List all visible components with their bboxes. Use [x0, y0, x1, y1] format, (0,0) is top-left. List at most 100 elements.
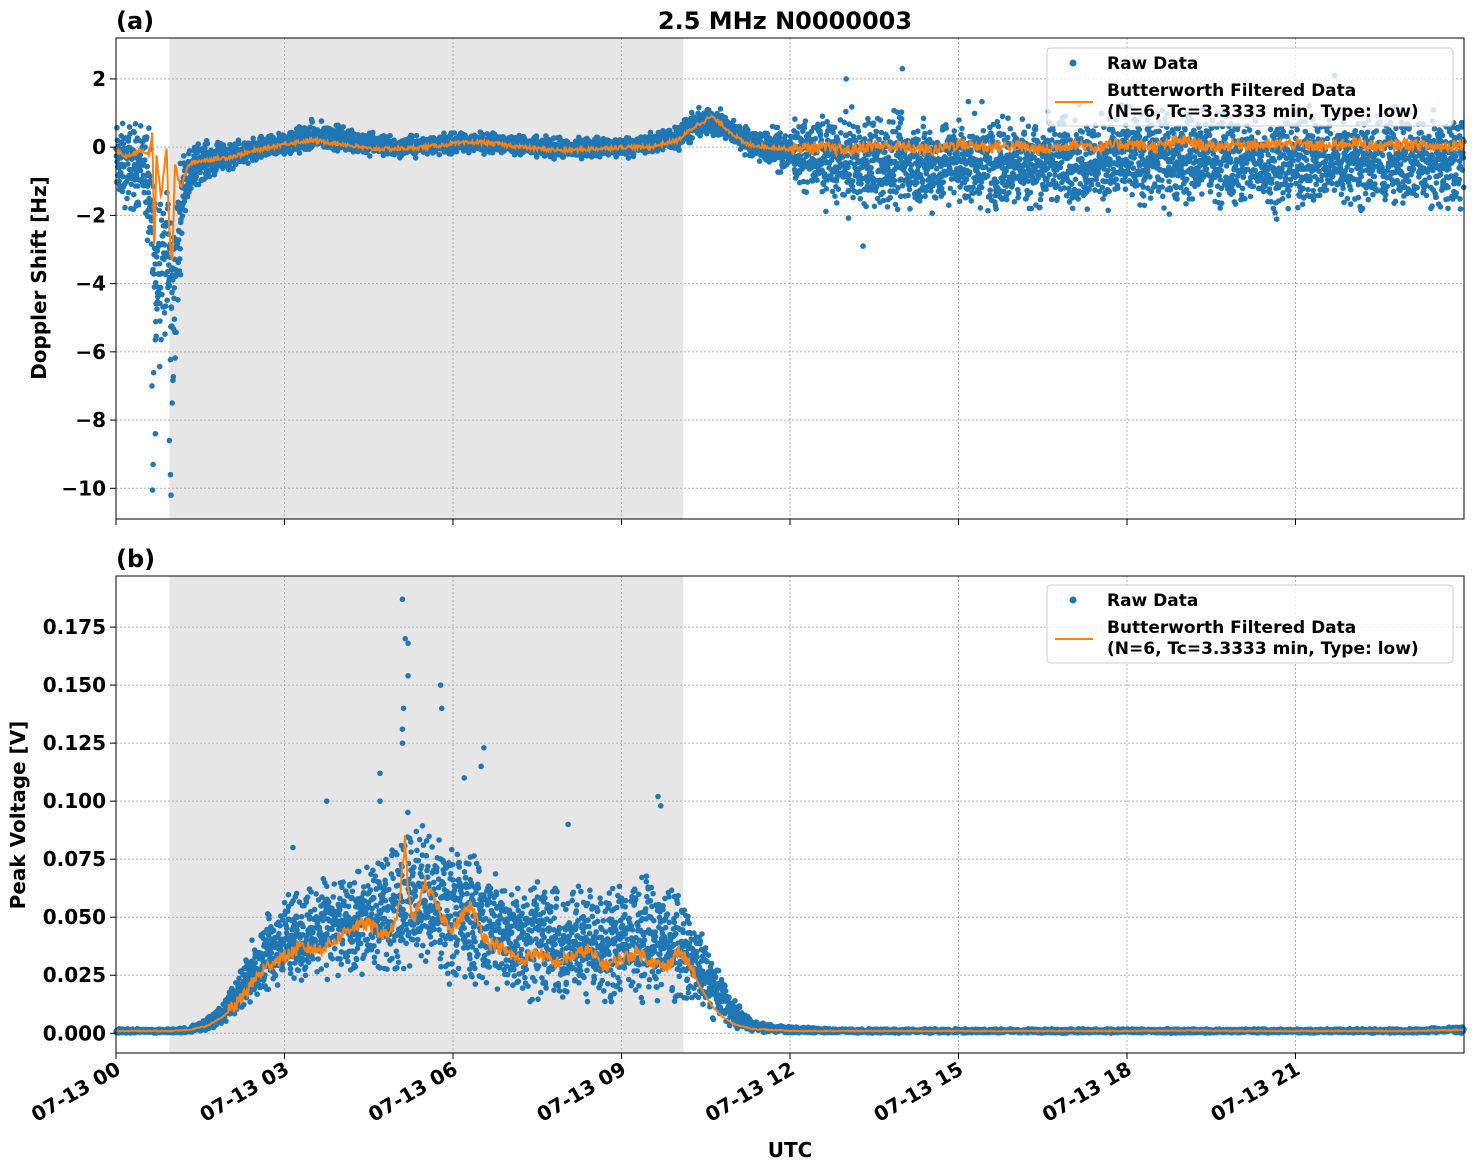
raw-data-point: [340, 124, 346, 130]
raw-data-point: [941, 190, 947, 196]
raw-data-point: [172, 285, 178, 291]
raw-data-point: [178, 272, 184, 278]
raw-data-point: [1168, 187, 1174, 193]
raw-data-point: [1224, 163, 1230, 169]
raw-data-point: [205, 141, 211, 147]
raw-data-point: [956, 117, 962, 123]
raw-data-point: [154, 254, 160, 260]
raw-data-point: [1077, 149, 1083, 155]
raw-data-point: [878, 117, 884, 123]
raw-data-point: [1106, 189, 1112, 195]
raw-data-point: [985, 173, 991, 179]
raw-data-point: [1058, 165, 1064, 171]
raw-data-point: [850, 195, 856, 201]
raw-data-point: [1184, 177, 1190, 183]
raw-data-point: [1033, 127, 1039, 133]
raw-data-point: [846, 215, 852, 221]
raw-data-point: [120, 121, 126, 127]
raw-data-point: [830, 189, 836, 195]
raw-data-point: [1230, 128, 1236, 134]
raw-data-point: [1156, 129, 1162, 135]
raw-data-point: [757, 158, 763, 164]
raw-data-point: [135, 183, 141, 189]
raw-data-point: [131, 130, 137, 136]
raw-data-point: [164, 297, 170, 303]
raw-data-point: [1161, 205, 1167, 211]
raw-data-point: [144, 134, 150, 140]
raw-data-point: [804, 189, 810, 195]
raw-data-point: [131, 192, 137, 198]
raw-data-point: [1208, 189, 1214, 195]
raw-data-point: [1219, 200, 1225, 206]
raw-data-point: [245, 160, 251, 166]
raw-data-point: [1183, 201, 1189, 207]
raw-data-point: [188, 186, 194, 192]
raw-data-point: [1022, 131, 1028, 137]
raw-data-point: [1110, 129, 1116, 135]
raw-data-point: [1123, 186, 1129, 192]
raw-data-point: [158, 337, 164, 343]
raw-data-point: [138, 123, 144, 129]
raw-data-point: [181, 153, 187, 159]
raw-data-point: [921, 116, 927, 122]
raw-data-point: [158, 285, 164, 291]
raw-data-point: [943, 125, 949, 131]
raw-data-point: [946, 202, 952, 208]
raw-data-point: [891, 173, 897, 179]
raw-data-point: [1016, 191, 1022, 197]
raw-data-point: [871, 120, 877, 126]
raw-data-point: [978, 205, 984, 211]
raw-data-point: [1230, 173, 1236, 179]
raw-data-point: [387, 133, 393, 139]
raw-data-point: [197, 170, 203, 176]
raw-data-point: [858, 196, 864, 202]
raw-data-point: [1128, 160, 1134, 166]
raw-data-point: [933, 195, 939, 201]
raw-data-point: [414, 133, 420, 139]
raw-data-point: [783, 133, 789, 139]
raw-data-point: [987, 193, 993, 199]
raw-data-point: [899, 109, 905, 115]
raw-data-point: [885, 134, 891, 140]
raw-data-point: [175, 297, 181, 303]
raw-data-point: [1199, 191, 1205, 197]
raw-data-point: [951, 190, 957, 196]
raw-data-point: [887, 195, 893, 201]
raw-data-point: [370, 130, 376, 136]
raw-data-point: [968, 149, 974, 155]
raw-data-point: [180, 213, 186, 219]
raw-data-point: [163, 303, 169, 309]
raw-data-point: [1159, 178, 1165, 184]
raw-data-point: [1035, 175, 1041, 181]
raw-data-point: [1218, 168, 1224, 174]
raw-data-point: [876, 137, 882, 143]
raw-data-point: [1147, 174, 1153, 180]
raw-data-point: [1005, 135, 1011, 141]
raw-data-point: [1052, 132, 1058, 138]
raw-data-point: [153, 333, 159, 339]
raw-data-point: [803, 118, 809, 124]
raw-data-point: [1100, 185, 1106, 191]
raw-data-point: [151, 370, 157, 376]
raw-data-point: [990, 134, 996, 140]
raw-data-point: [905, 193, 911, 199]
raw-data-point: [1141, 193, 1147, 199]
raw-data-point: [1037, 205, 1043, 211]
raw-data-point: [1145, 168, 1151, 174]
raw-data-point: [648, 130, 654, 136]
raw-data-point: [196, 141, 202, 147]
raw-data-point: [838, 130, 844, 136]
raw-data-point: [1047, 172, 1053, 178]
raw-data-point: [169, 305, 175, 311]
raw-data-point: [1079, 156, 1085, 162]
raw-data-point: [1142, 203, 1148, 209]
raw-data-point: [159, 217, 165, 223]
raw-data-point: [626, 155, 632, 161]
raw-data-point: [146, 125, 152, 131]
raw-data-point: [1049, 197, 1055, 203]
raw-data-point: [957, 199, 963, 205]
raw-data-point: [1174, 191, 1180, 197]
raw-data-point: [893, 202, 899, 208]
raw-data-point: [907, 187, 913, 193]
